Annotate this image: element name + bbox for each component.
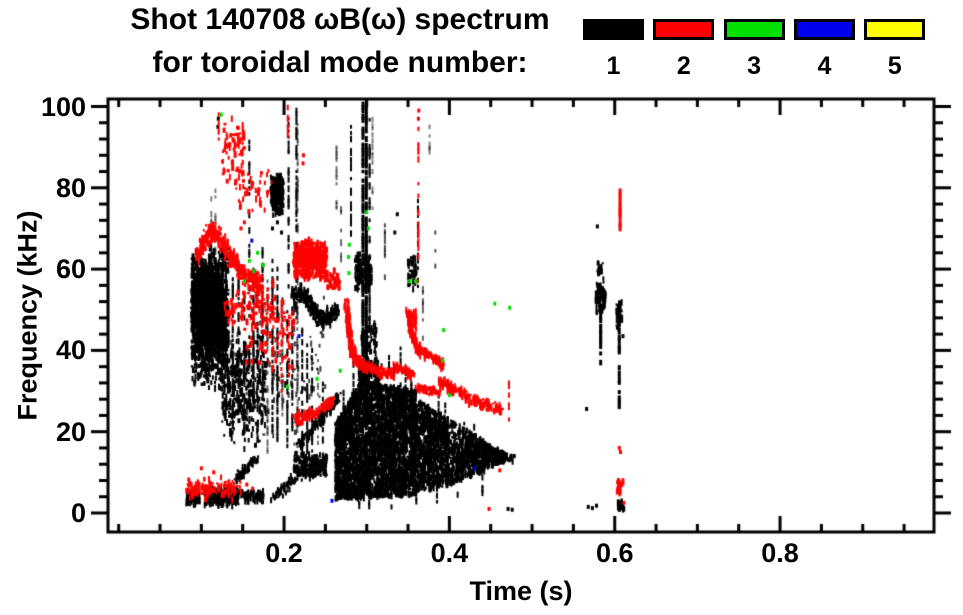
figure-title-line2: for toroidal mode number: bbox=[152, 46, 528, 79]
legend-label-mode-2: 2 bbox=[676, 52, 691, 80]
legend-swatch-mode-1 bbox=[583, 19, 644, 40]
x-tick-label: 0.4 bbox=[430, 538, 469, 568]
x-tick-label: 0.6 bbox=[595, 538, 634, 568]
x-tick-label: 0.8 bbox=[761, 538, 799, 568]
legend-swatch-mode-2 bbox=[653, 19, 715, 40]
figure-title-line1: Shot 140708 ωB(ω) spectrum bbox=[130, 3, 550, 36]
legend-label-mode-1: 1 bbox=[606, 52, 621, 80]
y-axis-title: Frequency (kHz) bbox=[12, 210, 43, 421]
mode-number-legend: 1 2 3 4 5 bbox=[583, 19, 938, 81]
legend-swatch-mode-4 bbox=[793, 19, 855, 40]
y-tick-label: 60 bbox=[55, 254, 86, 285]
y-tick-label: 40 bbox=[55, 335, 86, 366]
y-tick-label: 80 bbox=[55, 172, 86, 203]
y-tick-label: 20 bbox=[55, 416, 86, 447]
legend-label-mode-3: 3 bbox=[747, 52, 762, 80]
x-axis-title: Time (s) bbox=[469, 576, 573, 606]
x-tick-label: 0.2 bbox=[265, 538, 303, 568]
legend-label-mode-4: 4 bbox=[817, 52, 832, 80]
legend-swatch-mode-5 bbox=[864, 19, 926, 40]
y-tick-label: 0 bbox=[70, 498, 86, 528]
legend-label-mode-5: 5 bbox=[887, 52, 902, 80]
y-tick-label: 100 bbox=[40, 91, 86, 122]
legend-swatch-mode-3 bbox=[723, 19, 785, 40]
